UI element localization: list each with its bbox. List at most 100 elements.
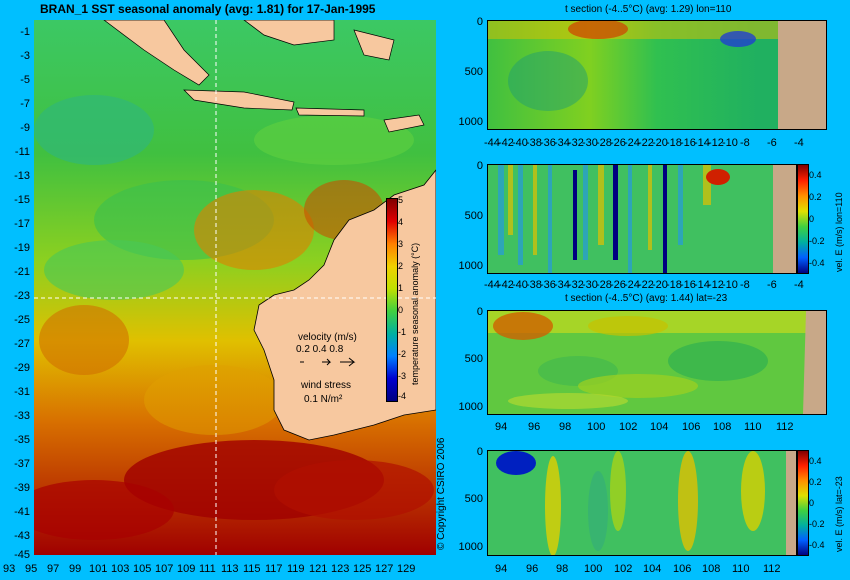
lat-label: -33 xyxy=(14,410,30,422)
colorbar-tick: 0.2 xyxy=(809,192,822,202)
colorbar-tick: 0.4 xyxy=(809,170,822,180)
x-tick: 104 xyxy=(650,421,669,433)
lon-label: 103 xyxy=(111,563,130,575)
lon-label: 123 xyxy=(331,563,350,575)
lon-label: 93 xyxy=(3,563,16,575)
x-tick: -14 xyxy=(694,279,710,291)
x-tick: -42 xyxy=(498,137,514,149)
lat-label: -13 xyxy=(14,170,30,182)
x-tick: 106 xyxy=(673,563,692,575)
x-tick: -22 xyxy=(638,279,654,291)
p1-x-axis: -44 -42 -40 -38 -36 -34 -32 -30 -28 -26 … xyxy=(484,137,834,151)
lon-label: 95 xyxy=(25,563,38,575)
lat-label: -1 xyxy=(20,26,30,38)
lon-label: 115 xyxy=(243,563,261,575)
p2-colorbar-ticks: 0.4 0.2 0 -0.2 -0.4 xyxy=(809,166,831,276)
velocity-arrows-icon xyxy=(296,356,356,368)
colorbar-tick: -0.2 xyxy=(809,519,825,529)
lon-label: 97 xyxy=(47,563,60,575)
x-tick: -30 xyxy=(582,279,598,291)
x-tick: -8 xyxy=(740,279,750,291)
x-tick: 96 xyxy=(526,563,539,575)
map-lon-axis: 93 95 97 99 101 103 105 107 109 111 113 … xyxy=(0,563,440,577)
y-tick: 0 xyxy=(476,16,483,28)
lat-label: -41 xyxy=(14,506,30,518)
x-tick: -40 xyxy=(512,279,528,291)
y-tick: 1000 xyxy=(458,260,483,272)
p2-colorbar xyxy=(797,164,809,274)
p1-section-plot xyxy=(487,20,827,130)
lon-label: 107 xyxy=(155,563,174,575)
x-tick: 108 xyxy=(713,421,732,433)
x-tick: 108 xyxy=(702,563,721,575)
x-tick: -34 xyxy=(554,137,570,149)
lon-label: 99 xyxy=(69,563,82,575)
x-tick: -20 xyxy=(652,279,668,291)
p1-title: t section (-4..5°C) (avg: 1.29) lon=110 xyxy=(565,4,732,15)
p4-x-axis: 94 96 98 100 102 104 106 108 110 112 xyxy=(484,563,824,577)
lon-label: 121 xyxy=(309,563,328,575)
y-tick: 0 xyxy=(476,446,483,458)
x-tick: -44 xyxy=(484,137,500,149)
p3-x-axis: 94 96 98 100 102 104 106 108 110 112 xyxy=(484,421,834,435)
x-tick: -18 xyxy=(666,279,682,291)
colorbar-tick: 0 xyxy=(398,305,404,315)
map-title: BRAN_1 SST seasonal anomaly (avg: 1.81) … xyxy=(40,2,376,16)
lon-label: 119 xyxy=(287,563,305,575)
wind-scale: 0.1 N/m² xyxy=(304,394,343,405)
x-tick: -4 xyxy=(794,137,804,149)
lon-label: 127 xyxy=(375,563,394,575)
colorbar-tick: -1 xyxy=(398,327,407,337)
lon-label: 111 xyxy=(199,563,216,575)
x-tick: 102 xyxy=(619,421,638,433)
p4-colorbar xyxy=(797,450,809,556)
lat-label: -3 xyxy=(20,50,30,62)
colorbar-tick: -0.2 xyxy=(809,236,825,246)
lat-label: -29 xyxy=(14,362,30,374)
velocity-scale: 0.2 0.4 0.8 xyxy=(296,344,344,355)
lat-label: -7 xyxy=(20,98,30,110)
x-tick: -26 xyxy=(610,137,626,149)
p2-y-axis: 0 500 1000 xyxy=(455,160,485,278)
wind-label: wind stress xyxy=(301,380,352,391)
x-tick: 100 xyxy=(584,563,603,575)
lon-label: 125 xyxy=(353,563,372,575)
y-tick: 500 xyxy=(464,353,483,365)
p4-velocity-plot xyxy=(487,450,797,556)
lat-label: -11 xyxy=(14,146,30,158)
colorbar-tick: 4 xyxy=(398,217,404,227)
x-tick: 100 xyxy=(587,421,606,433)
velocity-label: velocity (m/s) xyxy=(298,332,357,343)
sst-map xyxy=(34,20,436,555)
sst-colorbar xyxy=(386,198,398,402)
colorbar-tick: 1 xyxy=(398,283,404,293)
x-tick: -36 xyxy=(540,137,556,149)
x-tick: 98 xyxy=(559,421,572,433)
x-tick: -12 xyxy=(708,137,724,149)
colorbar-tick: -0.4 xyxy=(809,258,825,268)
lat-label: -5 xyxy=(20,74,30,86)
lon-label: 105 xyxy=(133,563,152,575)
colorbar-tick: 0.4 xyxy=(809,456,822,466)
x-tick: -40 xyxy=(512,137,528,149)
p1-y-axis: 0 500 1000 xyxy=(455,16,485,134)
x-tick: -24 xyxy=(624,279,640,291)
p4-colorbar-label: vel. E (m/s) lat=-23 xyxy=(834,476,844,552)
x-tick: 94 xyxy=(495,421,508,433)
p2-x-axis: -44 -42 -40 -38 -36 -34 -32 -30 -28 -26 … xyxy=(484,279,834,293)
sst-colorbar-label: temperature seasonal anomaly (°C) xyxy=(410,242,420,385)
lat-label: -43 xyxy=(14,530,30,542)
x-tick: -38 xyxy=(526,137,542,149)
colorbar-tick: 0 xyxy=(809,498,815,508)
p3-section-plot xyxy=(487,310,827,415)
lon-label: 113 xyxy=(221,563,239,575)
x-tick: -14 xyxy=(694,137,710,149)
x-tick: 112 xyxy=(763,563,781,575)
colorbar-tick: 2 xyxy=(398,261,404,271)
colorbar-tick: -2 xyxy=(398,349,407,359)
lon-label: 129 xyxy=(397,563,416,575)
x-tick: -18 xyxy=(666,137,682,149)
colorbar-tick: 3 xyxy=(398,239,404,249)
x-tick: -24 xyxy=(624,137,640,149)
colorbar-tick: 0 xyxy=(809,214,815,224)
